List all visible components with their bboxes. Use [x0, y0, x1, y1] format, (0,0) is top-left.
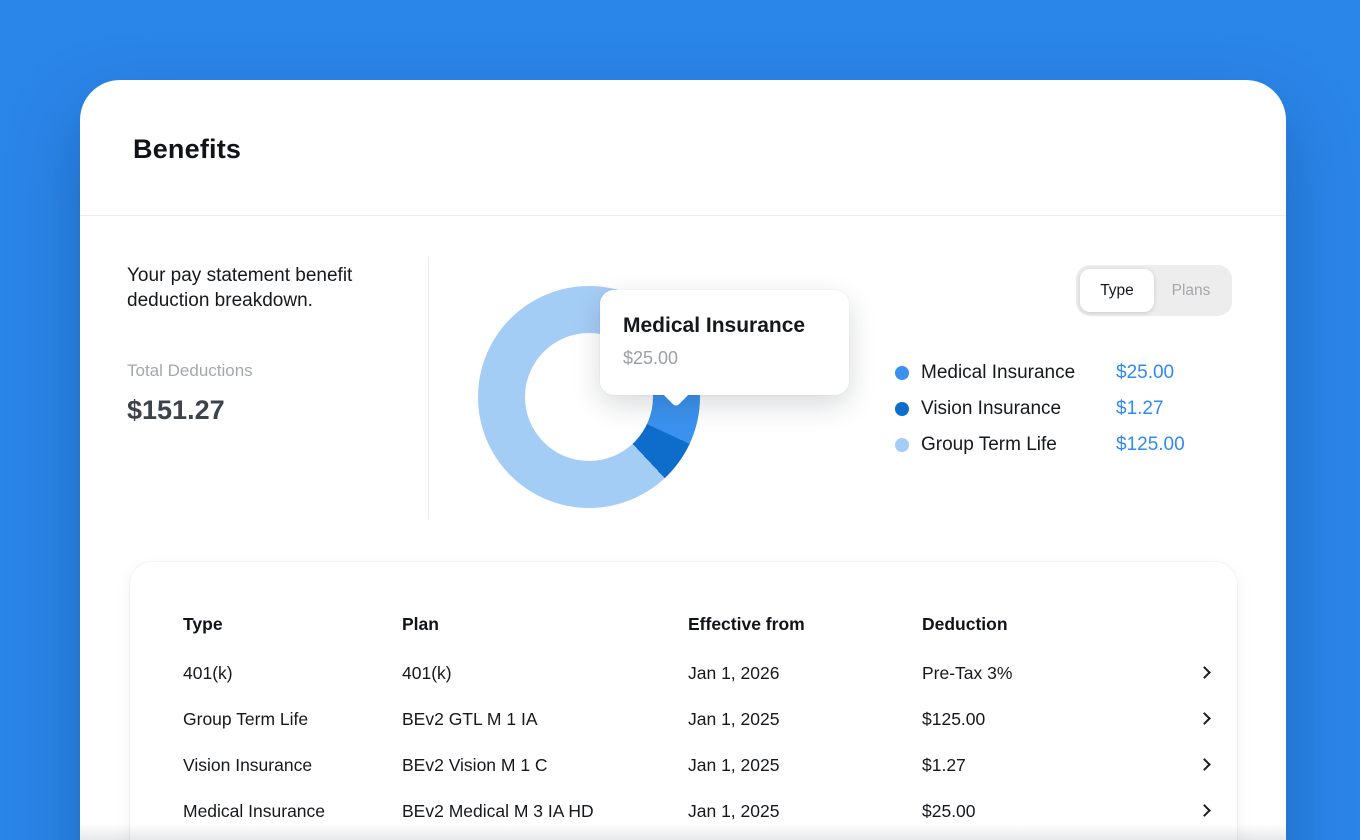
tooltip-value: $25.00 — [623, 348, 679, 368]
cell-type: 401(k) — [183, 662, 233, 683]
benefits-table-card: Type Plan Effective from Deduction 401(k… — [130, 562, 1237, 840]
card-header: Benefits — [80, 80, 1286, 216]
chevron-right-icon[interactable] — [1198, 804, 1211, 817]
cell-type: Vision Insurance — [183, 754, 313, 775]
legend-item-group-term-life: Group Term Life $125.00 — [895, 427, 1185, 463]
total-deductions-value: $151.27 — [127, 395, 225, 425]
cell-deduction: Pre-Tax 3% — [922, 662, 1013, 683]
group-term-life-dot-icon — [895, 438, 909, 452]
header-divider — [80, 215, 1286, 216]
cell-plan: 401(k) — [402, 662, 452, 683]
column-header-deduction: Deduction — [922, 614, 1008, 634]
benefits-card: Benefits Your pay statement benefit dedu… — [80, 80, 1286, 840]
cell-deduction: $25.00 — [922, 800, 976, 821]
table-row[interactable]: Medical Insurance BEv2 Medical M 3 IA HD… — [130, 788, 1237, 834]
table-header-row: Type Plan Effective from Deduction — [130, 562, 1237, 650]
legend-label: Vision Insurance — [921, 398, 1062, 419]
cell-effective-from: Jan 1, 2025 — [688, 754, 780, 775]
table-row[interactable]: Group Term Life BEv2 GTL M 1 IA Jan 1, 2… — [130, 696, 1237, 742]
cell-deduction: $1.27 — [922, 754, 966, 775]
legend-label: Group Term Life — [921, 434, 1057, 455]
chevron-right-icon[interactable] — [1198, 758, 1211, 771]
vision-dot-icon — [895, 402, 909, 416]
tooltip-title: Medical Insurance — [623, 314, 806, 337]
cell-plan: BEv2 GTL M 1 IA — [402, 708, 538, 729]
chevron-right-icon[interactable] — [1198, 666, 1211, 679]
legend-value: $1.27 — [1116, 398, 1164, 419]
legend-label: Medical Insurance — [921, 362, 1076, 383]
cell-type: Medical Insurance — [183, 800, 326, 821]
chevron-right-icon[interactable] — [1198, 712, 1211, 725]
toggle-plans-button[interactable]: Plans — [1154, 269, 1228, 312]
cell-type: Group Term Life — [183, 708, 309, 729]
deductions-overview-section: Your pay statement benefit deduction bre… — [80, 215, 1286, 561]
legend-value: $125.00 — [1116, 434, 1185, 455]
cell-effective-from: Jan 1, 2026 — [688, 662, 780, 683]
toggle-type-button[interactable]: Type — [1080, 269, 1154, 312]
table-row[interactable]: Vision Insurance BEv2 Vision M 1 C Jan 1… — [130, 742, 1237, 788]
page-title: Benefits — [133, 134, 242, 164]
cell-plan: BEv2 Medical M 3 IA HD — [402, 800, 594, 821]
view-toggle: Type Plans — [1076, 265, 1232, 316]
legend-value: $25.00 — [1116, 362, 1175, 383]
overview-description: Your pay statement benefit deduction bre… — [127, 265, 353, 312]
medical-dot-icon — [895, 366, 909, 380]
chart-tooltip: Medical Insurance $25.00 — [600, 290, 849, 408]
legend-item-medical: Medical Insurance $25.00 — [895, 355, 1185, 391]
vertical-divider — [428, 257, 429, 519]
column-header-type: Type — [183, 614, 223, 634]
cell-deduction: $125.00 — [922, 708, 986, 729]
table-row[interactable]: 401(k) 401(k) Jan 1, 2026 Pre-Tax 3% — [130, 650, 1237, 696]
cell-plan: BEv2 Vision M 1 C — [402, 754, 548, 775]
column-header-effective-from: Effective from — [688, 614, 805, 634]
legend-item-vision: Vision Insurance $1.27 — [895, 391, 1185, 427]
chart-legend: Medical Insurance $25.00 Vision Insuranc… — [895, 355, 1185, 463]
cell-effective-from: Jan 1, 2025 — [688, 800, 780, 821]
total-deductions-label: Total Deductions — [127, 361, 253, 380]
column-header-plan: Plan — [402, 614, 439, 634]
cell-effective-from: Jan 1, 2025 — [688, 708, 780, 729]
